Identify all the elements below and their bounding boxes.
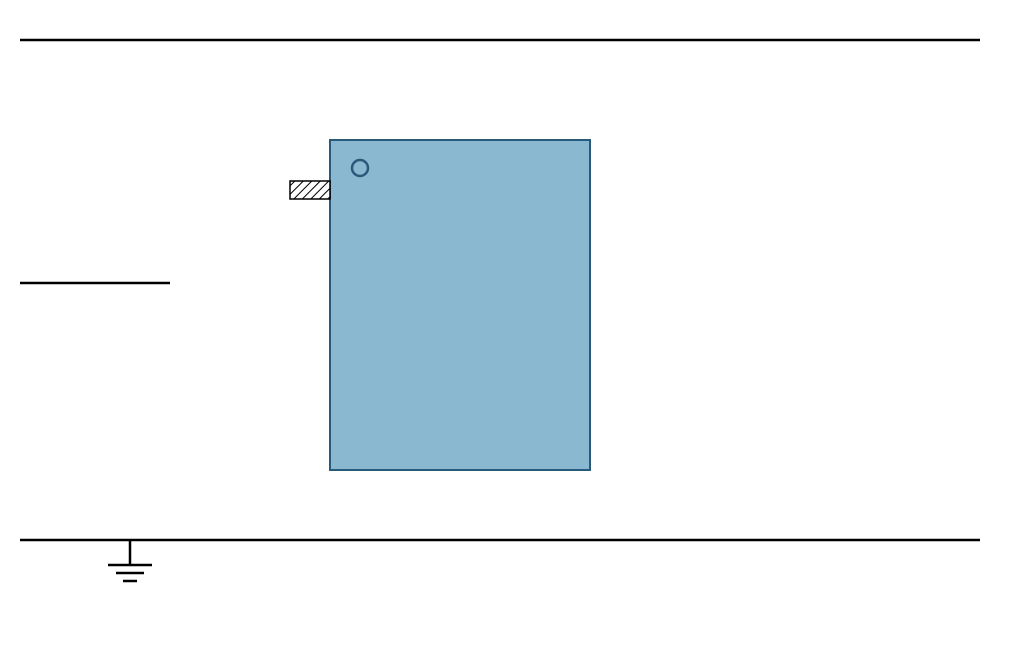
chip-body [330, 140, 590, 470]
pin-pad [290, 181, 330, 199]
